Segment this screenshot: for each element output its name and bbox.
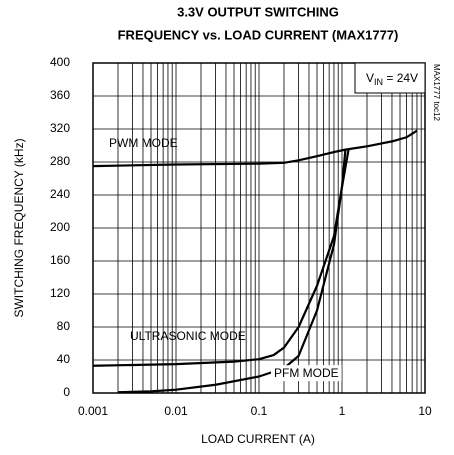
x-tick-label: 0.1: [251, 404, 268, 418]
vin-suffix: = 24V: [383, 71, 418, 85]
y-tick-label: 160: [50, 253, 70, 267]
plot-frame: [92, 62, 426, 394]
y-tick-label: 400: [50, 55, 70, 69]
vin-main: V: [366, 71, 374, 85]
series-label: PWM MODE: [109, 136, 178, 150]
vin-sub: IN: [374, 77, 383, 87]
plot-area: [92, 62, 426, 394]
series-label: PFM MODE: [274, 366, 339, 380]
chart-title: 3.3V OUTPUT SWITCHING: [177, 4, 339, 19]
y-tick-label: 240: [50, 187, 70, 201]
y-tick-label: 320: [50, 121, 70, 135]
x-tick-label: 0.01: [164, 404, 188, 418]
y-tick-label: 120: [50, 286, 70, 300]
x-tick-label: 0.001: [78, 404, 108, 418]
x-tick-label: 10: [418, 404, 432, 418]
vin-label: VIN = 24V: [366, 71, 418, 87]
y-tick-label: 360: [50, 88, 70, 102]
series-label: ULTRASONIC MODE: [130, 329, 246, 343]
label-box: [354, 62, 426, 94]
y-axis-label: SWITCHING FREQUENCY (kHz): [12, 138, 26, 317]
y-tick-label: 80: [57, 319, 71, 333]
y-tick-label: 0: [63, 385, 70, 399]
chart-title: FREQUENCY vs. LOAD CURRENT (MAX1777): [118, 27, 399, 42]
line-series: [92, 129, 418, 168]
x-axis-label: LOAD CURRENT (A): [201, 432, 315, 446]
figure-id: MAX1777 toc12: [432, 64, 441, 121]
line-series: [117, 149, 350, 394]
series-label-bg: [271, 365, 342, 382]
x-tick-label: 1: [339, 404, 346, 418]
y-tick-label: 200: [50, 220, 70, 234]
y-tick-label: 280: [50, 154, 70, 168]
y-tick-label: 40: [57, 352, 71, 366]
